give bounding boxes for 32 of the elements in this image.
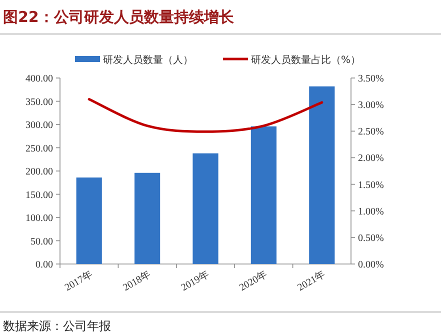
y2-tick-label: 1.50%: [358, 180, 384, 191]
x-tick-label: 2020年: [237, 268, 270, 294]
x-tick-label: 2019年: [179, 268, 211, 294]
x-tick-label: 2021年: [295, 268, 328, 294]
source-note: 数据来源：公司年报: [3, 319, 111, 333]
bar: [134, 172, 160, 264]
y-tick-label: 400.00: [26, 74, 53, 84]
y-tick-label: 150.00: [26, 190, 53, 201]
x-tick-label: 2017年: [62, 268, 95, 294]
y-tick-label: 0.00: [36, 260, 53, 270]
legend-label: 研发人员数量占比（%）: [251, 54, 361, 66]
y2-tick-label: 2.50%: [358, 126, 384, 138]
y-tick-label: 200.00: [26, 166, 53, 178]
y-tick-label: 300.00: [26, 120, 53, 131]
y2-tick-label: 3.00%: [358, 100, 384, 112]
y2-tick-label: 2.00%: [358, 153, 384, 164]
chart-title: 图22：公司研发人员数量持续增长: [3, 8, 235, 26]
bar: [250, 126, 277, 264]
legend-label: 研发人员数量（人）: [103, 55, 193, 66]
x-tick-label: 2018年: [120, 268, 153, 294]
y-tick-label: 50.00: [30, 236, 53, 248]
y-tick-label: 350.00: [26, 96, 53, 108]
bar: [192, 153, 218, 264]
y2-tick-label: 0.50%: [358, 232, 384, 244]
y-tick-label: 100.00: [26, 213, 53, 224]
y2-tick-label: 0.00%: [358, 260, 384, 270]
y2-tick-label: 3.50%: [358, 74, 384, 84]
y-tick-label: 250.00: [26, 143, 53, 154]
bar: [76, 178, 102, 264]
y2-tick-label: 1.00%: [358, 206, 384, 218]
bar: [309, 86, 335, 264]
line-series: [88, 98, 324, 133]
